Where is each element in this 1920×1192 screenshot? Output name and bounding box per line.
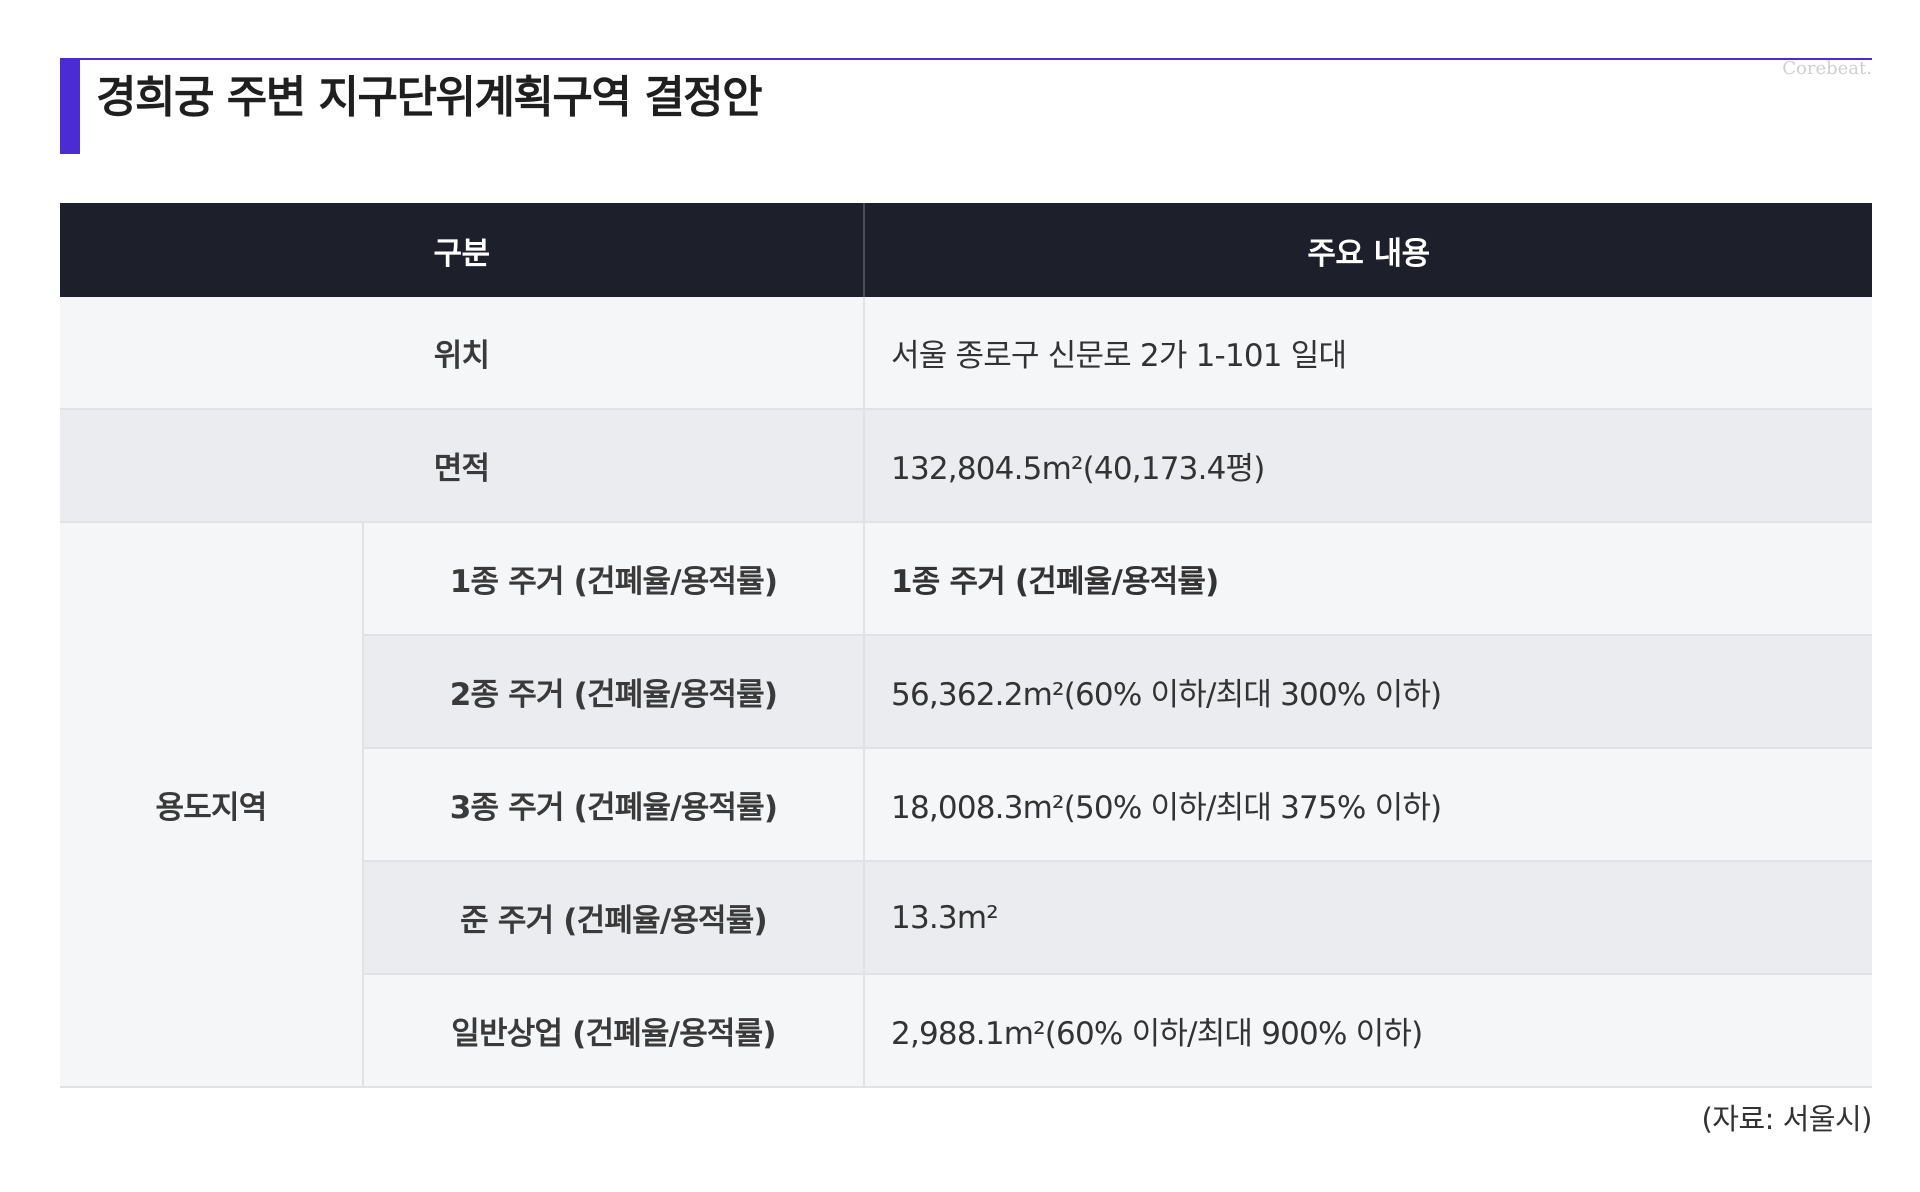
zoning-sub-value: 18,008.3m²(50% 이하/최대 375% 이하) [863,748,1873,862]
zoning-sub-value: 1종 주거 (건폐율/용적률) [863,522,1873,636]
row-label-area: 면적 [60,409,865,523]
table-header-row: 구분 주요 내용 [60,203,1873,297]
header-category: 구분 [60,203,865,297]
header-main-content: 주요 내용 [863,203,1873,297]
table-row-zoning-2: 2종 주거 (건폐율/용적률) 56,362.2m²(60% 이하/최대 300… [60,635,1873,749]
row-value-area: 132,804.5m²(40,173.4평) [863,409,1873,523]
zoning-sub-label: 2종 주거 (건폐율/용적률) [361,635,865,749]
page-title: 경희궁 주변 지구단위계획구역 결정안 [96,72,763,123]
source-note: (자료: 서울시) [1701,1102,1872,1136]
row-label-location: 위치 [60,297,865,410]
title-accent-bar [60,58,80,154]
table-row-zoning-1: 용도지역 1종 주거 (건폐율/용적률) 1종 주거 (건폐율/용적률) [60,522,1873,1088]
zoning-sub-label: 일반상업 (건폐율/용적률) [361,974,865,1088]
plan-table: 구분 주요 내용 위치 서울 종로구 신문로 2가 1-101 일대 면적 13… [60,203,1873,1088]
zoning-sub-label: 준 주거 (건폐율/용적률) [361,861,865,975]
watermark-logo: Corebeat. [1782,58,1872,79]
zoning-sub-value: 13.3m² [863,861,1873,975]
zoning-sub-label: 1종 주거 (건폐율/용적률) [361,522,865,636]
table-row-location: 위치 서울 종로구 신문로 2가 1-101 일대 [60,297,1873,410]
zoning-sub-label: 3종 주거 (건폐율/용적률) [361,748,865,862]
row-value-location: 서울 종로구 신문로 2가 1-101 일대 [863,297,1873,410]
row-label-zoning: 용도지역 [60,522,363,1088]
title-top-rule [60,58,1872,60]
zoning-sub-value: 56,362.2m²(60% 이하/최대 300% 이하) [863,635,1873,749]
table-row-area: 면적 132,804.5m²(40,173.4평) [60,409,1873,523]
zoning-sub-value: 2,988.1m²(60% 이하/최대 900% 이하) [863,974,1873,1088]
